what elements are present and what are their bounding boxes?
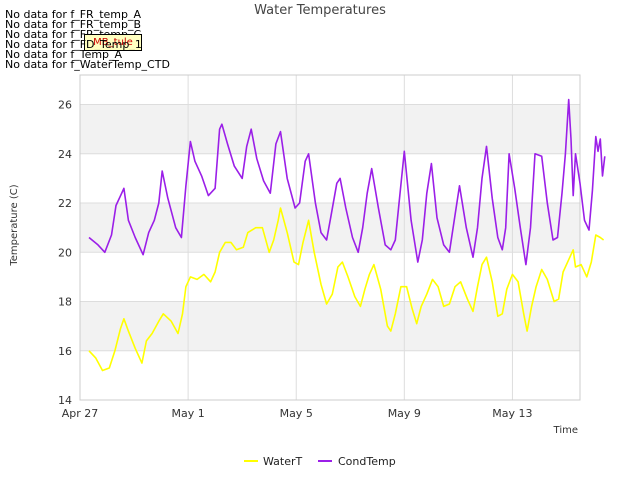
y-tick-label: 24 — [58, 148, 72, 161]
y-axis-ticks: 14 16 18 20 22 24 26 — [58, 99, 72, 407]
no-data-message: No data for f_FR_temp_A — [5, 8, 141, 21]
no-data-message: No data for f_FD_Temp_1 — [5, 38, 142, 51]
background-band — [80, 104, 580, 154]
x-axis-ticks: Apr 27 May 1 May 5 May 9 May 13 — [62, 407, 533, 420]
no-data-message: No data for f_FR_temp_B — [5, 18, 142, 31]
no-data-message: No data for f_FR_temp_C — [5, 28, 142, 41]
legend-label-condtemp: CondTemp — [338, 455, 396, 468]
legend: WaterT CondTemp — [244, 455, 396, 468]
y-tick-label: 16 — [58, 345, 72, 358]
y-tick-label: 14 — [58, 394, 72, 407]
y-tick-label: 22 — [58, 197, 72, 210]
y-tick-label: 18 — [58, 296, 72, 309]
x-tick-label: May 13 — [492, 407, 532, 420]
x-tick-label: May 9 — [388, 407, 421, 420]
background-band — [80, 301, 580, 351]
x-tick-label: May 1 — [171, 407, 204, 420]
series-lines — [88, 98, 606, 372]
no-data-message: No data for f_WaterTemp_CTD — [5, 58, 170, 71]
site-badge[interactable]: MB_tule — [84, 34, 142, 51]
y-tick-label: 20 — [58, 246, 72, 259]
no-data-message: No data for f_Temp_A — [5, 48, 123, 61]
y-tick-label: 26 — [58, 99, 72, 112]
background-bands — [80, 104, 580, 351]
y-axis-label: Temperature (C) — [9, 184, 20, 266]
chart-title: Water Temperatures — [254, 3, 386, 18]
series-line-watert — [88, 207, 605, 372]
series-line-condtemp — [88, 98, 606, 266]
x-tick-label: Apr 27 — [62, 407, 99, 420]
x-tick-label: May 5 — [280, 407, 313, 420]
legend-label-watert: WaterT — [263, 455, 303, 468]
x-axis-label: Time — [553, 425, 578, 436]
plot-frame — [79, 74, 581, 401]
